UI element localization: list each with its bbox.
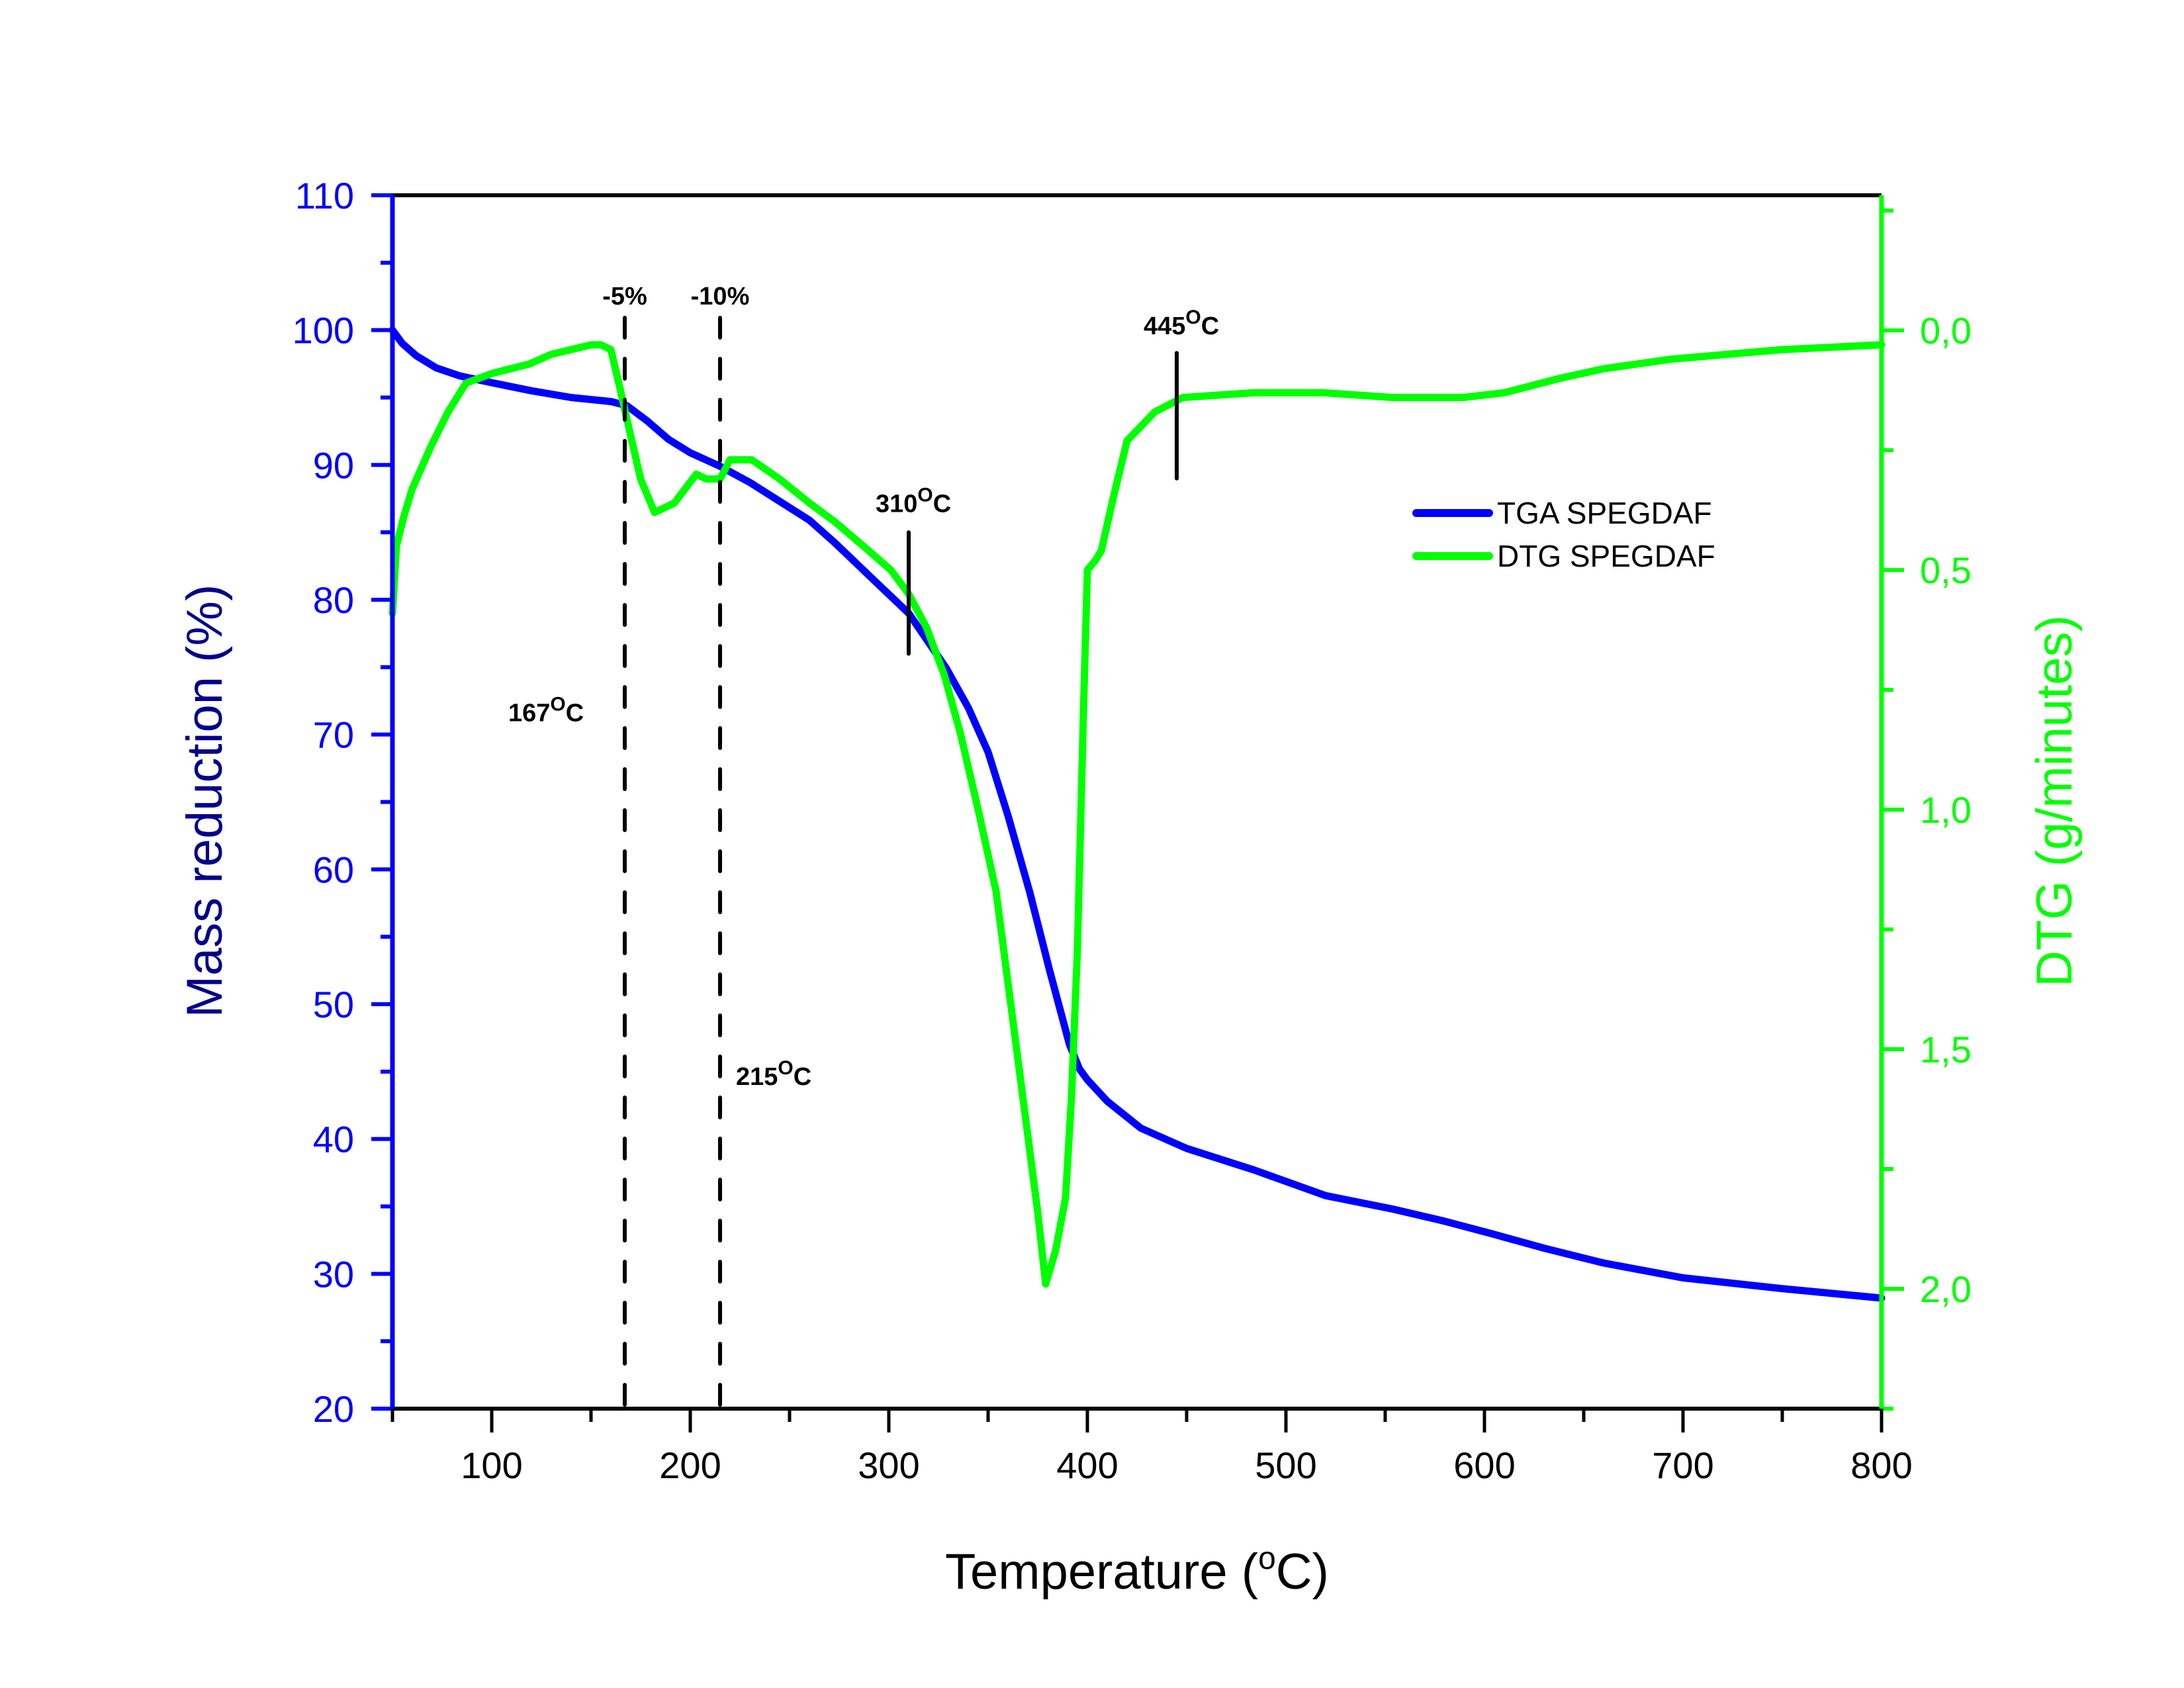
y-tick-label: 60 bbox=[313, 849, 354, 890]
label-10pct-temp-value: 215 bbox=[736, 1063, 778, 1091]
y2-tick-label: 2,0 bbox=[1920, 1268, 1972, 1310]
marker-label-445-value: 445 bbox=[1144, 312, 1185, 340]
marker-label-310-unit: C bbox=[933, 491, 951, 518]
dashed-line-top-label: -10% bbox=[691, 283, 750, 310]
dashed-line-top-label: -5% bbox=[602, 283, 647, 310]
label-onset-temp-unit: C bbox=[566, 699, 584, 727]
x-tick-label: 600 bbox=[1453, 1444, 1515, 1486]
x-axis-title-unit: C) bbox=[1276, 1544, 1329, 1600]
marker-label-310: 310OC bbox=[876, 485, 951, 518]
marker-label-445-unit: C bbox=[1201, 312, 1219, 340]
y-tick-label: 110 bbox=[295, 175, 354, 216]
label-10pct-temp-degree: O bbox=[778, 1057, 793, 1079]
y-tick-label: 20 bbox=[313, 1388, 354, 1430]
plot-frame bbox=[392, 193, 1882, 1411]
y-tick-label: 40 bbox=[313, 1119, 354, 1160]
dtg-series-line bbox=[388, 341, 1886, 1288]
y2-tick-label: 0,5 bbox=[1920, 549, 1972, 591]
x-tick-label: 400 bbox=[1056, 1444, 1118, 1486]
y-tick-label: 100 bbox=[293, 310, 354, 352]
label-10pct-temp: 215OC bbox=[736, 1057, 811, 1091]
x-tick-label: 500 bbox=[1255, 1444, 1316, 1486]
y-tick-label: 80 bbox=[313, 579, 354, 621]
y-tick-label: 50 bbox=[313, 984, 354, 1025]
legend-label-dtg: DTG SPEGDAF bbox=[1497, 539, 1715, 573]
marker-label-445: 445OC bbox=[1144, 306, 1219, 340]
x-tick-label: 100 bbox=[461, 1444, 522, 1486]
legend-label-tga: TGA SPEGDAF bbox=[1497, 496, 1712, 530]
y2-tick-label: 1,5 bbox=[1920, 1029, 1972, 1070]
y2-tick-label: 0,0 bbox=[1920, 310, 1972, 352]
y-tick-label: 70 bbox=[313, 714, 354, 756]
marker-label-445-degree: O bbox=[1185, 306, 1201, 328]
y-tick-label: 90 bbox=[313, 444, 354, 486]
marker-label-310-value: 310 bbox=[876, 491, 917, 518]
label-10pct-temp-unit: C bbox=[794, 1063, 811, 1091]
x-tick-label: 800 bbox=[1850, 1444, 1912, 1486]
label-onset-temp-value: 167 bbox=[508, 699, 550, 727]
label-onset-temp: 167OC bbox=[508, 693, 584, 727]
label-onset-temp-degree: O bbox=[550, 693, 565, 715]
x-tick-label: 700 bbox=[1652, 1444, 1713, 1486]
y-tick-label: 30 bbox=[313, 1253, 354, 1295]
series-layer bbox=[388, 326, 1886, 1302]
x-tick-label: 200 bbox=[659, 1444, 721, 1486]
axes-layer: 20 30 40 50 60 70 80 90 100 110 0,0 0,5 1,0 1,5 2,0 100… bbox=[293, 175, 1972, 1486]
tga-series-line bbox=[388, 326, 1886, 1302]
x-axis-title-degree: o bbox=[1258, 1541, 1276, 1576]
y2-tick-label: 1,0 bbox=[1920, 789, 1972, 831]
x-axis-title-text: Temperature ( bbox=[945, 1544, 1258, 1600]
marker-label-310-degree: O bbox=[917, 485, 933, 506]
legend: TGA SPEGDAF DTG SPEGDAF bbox=[1412, 496, 1715, 573]
x-axis-title: Temperature (oC) bbox=[945, 1541, 1329, 1600]
y2-axis-title: DTG (g/minutes) bbox=[2026, 615, 2083, 987]
y-axis-title: Mass reduction (%) bbox=[177, 585, 233, 1018]
x-tick-label: 300 bbox=[858, 1444, 919, 1486]
